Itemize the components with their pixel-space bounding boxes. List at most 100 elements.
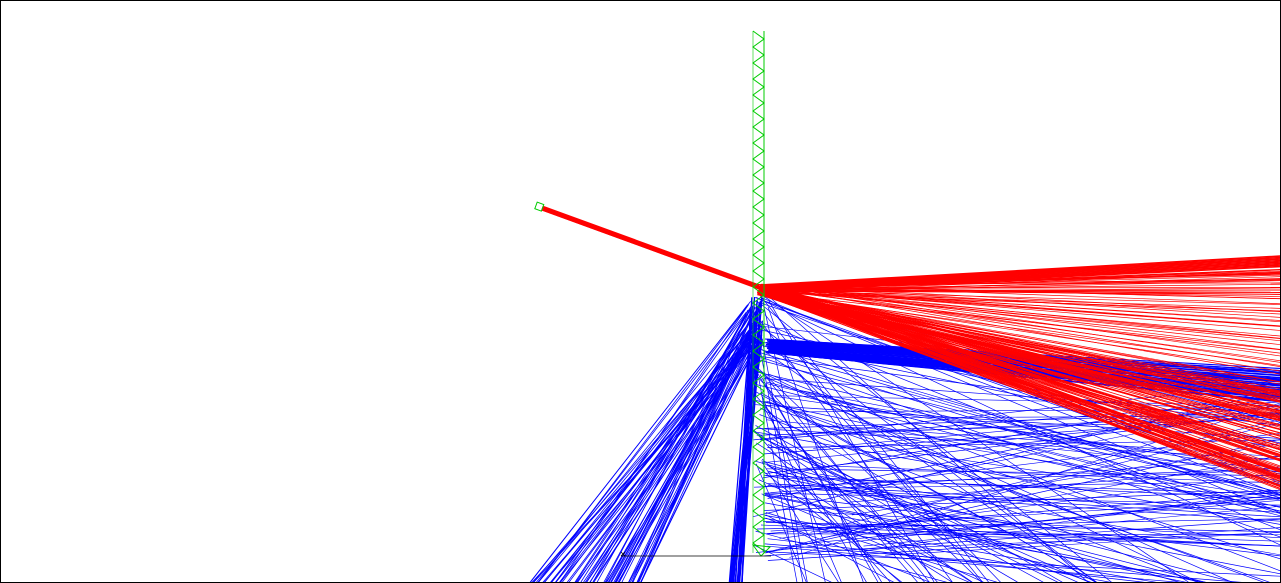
blue-line — [752, 429, 973, 582]
blue-line — [640, 338, 760, 582]
blue-line — [762, 494, 1187, 582]
blue-line — [617, 343, 758, 582]
blue-line — [794, 408, 1280, 413]
blue-line — [766, 383, 1280, 508]
blue-line — [759, 347, 1098, 582]
blue-line — [767, 485, 1280, 518]
blue-line — [846, 426, 1280, 458]
blue-line — [763, 489, 1280, 511]
blue-line — [765, 293, 1089, 582]
red-beam-right — [760, 255, 1280, 286]
blue-line — [538, 316, 761, 582]
blue-line — [757, 359, 1280, 493]
blue-line — [763, 485, 1280, 522]
blue-line — [863, 505, 1280, 547]
red-arm-left — [541, 207, 732, 280]
blue-line — [561, 333, 750, 582]
blue-line — [753, 544, 832, 582]
red-line — [759, 290, 1280, 418]
blue-line — [755, 411, 1280, 430]
blue-line — [766, 400, 1265, 582]
red-line — [763, 285, 1280, 313]
blue-line — [538, 306, 747, 582]
blue-line — [764, 518, 1280, 557]
blue-line — [819, 473, 1280, 556]
blue-line — [586, 342, 749, 582]
blue-line — [536, 319, 753, 582]
blue-line — [758, 467, 903, 582]
blue-line — [766, 533, 1280, 535]
blue-line — [770, 498, 1280, 532]
red-line — [762, 284, 1280, 350]
blue-line — [759, 296, 1280, 514]
red-beam-right — [760, 258, 1280, 288]
red-line — [762, 291, 1280, 484]
red-line — [764, 285, 1280, 375]
blue-line — [766, 381, 1280, 512]
red-line — [760, 286, 1280, 457]
blue-line — [589, 332, 756, 582]
red-line — [757, 287, 1280, 439]
blue-line — [765, 502, 1207, 582]
blue-line — [762, 349, 1280, 497]
red-line — [757, 290, 1280, 403]
red-line — [761, 282, 1280, 285]
blue-line — [813, 405, 1280, 449]
blue-line — [580, 307, 756, 582]
blue-line — [596, 310, 749, 582]
red-line — [763, 287, 1280, 323]
green-end-marker — [534, 201, 545, 212]
blue-line — [765, 522, 1280, 533]
red-line — [758, 284, 1280, 305]
red-line — [758, 291, 1280, 462]
red-line — [757, 284, 1280, 300]
red-line — [764, 289, 1280, 382]
green-base-marker — [751, 544, 772, 557]
blue-line — [753, 312, 953, 582]
red-line — [760, 284, 1280, 363]
blue-line — [754, 390, 1097, 582]
green-zigzag-mast — [534, 30, 772, 557]
blue-line — [798, 389, 1280, 482]
red-line — [757, 292, 1280, 419]
blue-line — [618, 311, 750, 582]
red-line — [761, 283, 1280, 357]
blue-line — [779, 472, 1280, 539]
red-line — [764, 273, 1280, 286]
blue-line — [566, 333, 756, 582]
blue-line — [754, 296, 1280, 495]
red-line — [760, 285, 1280, 367]
blue-line — [767, 545, 1180, 582]
blue-line — [619, 342, 748, 582]
blue-line — [752, 390, 1280, 518]
blue-line — [815, 530, 1280, 547]
blue-line — [816, 424, 1280, 499]
blue-line — [592, 339, 753, 582]
red-line — [762, 285, 1280, 461]
blue-line — [753, 430, 891, 582]
blue-line — [795, 497, 1280, 545]
blue-line — [853, 532, 1280, 550]
axis-tick — [620, 551, 626, 557]
blue-line — [637, 339, 753, 582]
blue-line — [728, 324, 752, 582]
blue-line — [762, 551, 1280, 577]
blue-line — [778, 477, 1280, 495]
blue-line — [768, 470, 1206, 582]
blue-line — [834, 465, 1280, 484]
blue-line — [755, 425, 1044, 582]
red-line — [760, 286, 1280, 331]
blue-line — [770, 458, 1280, 493]
blue-line — [767, 339, 1001, 582]
blue-line — [895, 528, 1280, 542]
blue-line — [851, 443, 1280, 516]
blue-line — [584, 319, 752, 582]
blue-line — [604, 309, 749, 582]
blue-line — [583, 325, 757, 582]
blue-line — [864, 489, 1280, 552]
blue-line — [762, 521, 1280, 547]
blue-line — [608, 340, 752, 582]
blue-line — [735, 297, 753, 582]
blue-line — [808, 511, 1280, 538]
